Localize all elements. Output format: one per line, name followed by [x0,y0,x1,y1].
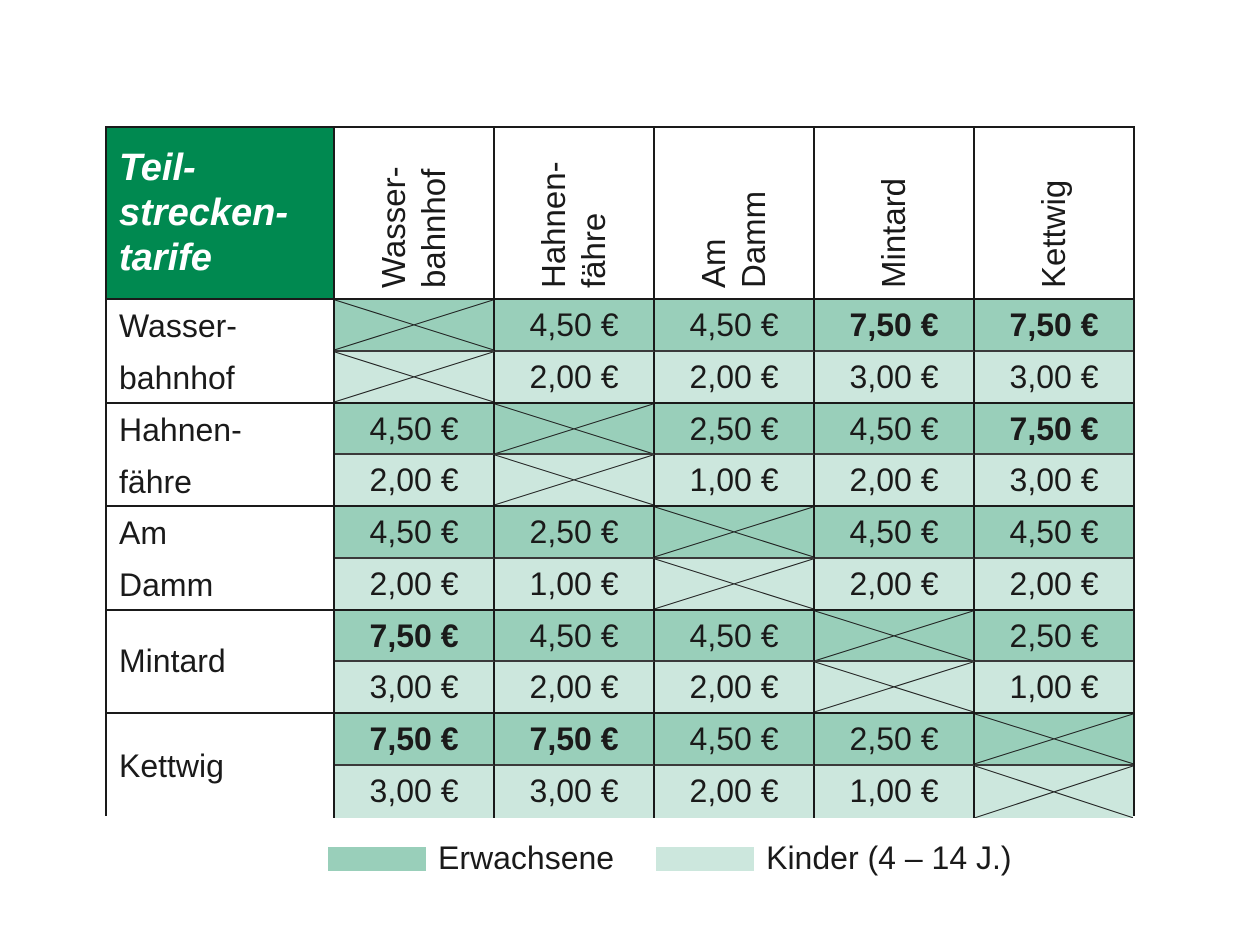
fare-cell: 2,50 € [495,507,655,559]
empty-cell [335,351,495,404]
cross-icon [495,404,653,454]
fare-cell: 4,50 € [815,403,975,456]
fare-cell: 2,00 € [815,558,975,611]
cross-icon [815,611,973,661]
fare-cell: 7,50 € [815,300,975,352]
legend: Erwachsene Kinder (4 – 14 J.) [328,840,1054,877]
cross-icon [975,714,1133,764]
row-header: Hahnen-fähre [107,403,335,507]
column-label: Wasser-bahnhof [375,166,452,288]
fare-cell: 4,50 € [335,403,495,456]
cross-icon [975,766,1133,818]
fare-cell: 3,00 € [335,765,495,818]
adult-swatch [328,846,426,871]
empty-cell [495,403,655,456]
child-swatch [656,846,755,871]
column-header: Mintard [815,128,975,300]
fare-cell: 2,00 € [655,662,815,714]
legend-label: Kinder (4 – 14 J.) [766,840,1012,876]
title-line: tarife [119,237,212,279]
fare-cell: 2,00 € [815,455,975,507]
empty-cell [975,714,1133,766]
empty-cell [335,300,495,352]
row-header: Mintard [107,610,335,714]
empty-cell [815,662,975,714]
empty-cell [975,765,1133,818]
fare-cell: 2,00 € [655,765,815,818]
empty-cell [655,507,815,559]
cross-icon [335,300,493,350]
legend-label: Erwachsene [438,840,615,876]
fare-cell: 4,50 € [655,610,815,663]
fare-cell: 7,50 € [975,403,1133,456]
column-label: Am Damm [695,190,772,288]
fare-cell: 7,50 € [335,610,495,663]
fare-cell: 4,50 € [655,714,815,766]
fare-cell: 2,50 € [975,610,1133,663]
fare-cell: 7,50 € [975,300,1133,352]
fare-cell: 7,50 € [335,714,495,766]
empty-cell [815,610,975,663]
fare-cell: 4,50 € [495,610,655,663]
cross-icon [335,352,493,402]
fare-cell: 3,00 € [975,351,1133,404]
fare-cell: 4,50 € [975,507,1133,559]
fare-cell: 4,50 € [335,507,495,559]
fare-cell: 1,00 € [815,765,975,818]
fare-cell: 2,00 € [975,558,1133,611]
cross-icon [815,662,973,712]
row-header: Am Damm [107,507,335,611]
column-label: Hahnen-fähre [535,161,612,288]
fare-cell: 2,00 € [655,351,815,404]
fare-cell: 4,50 € [495,300,655,352]
fare-cell: 7,50 € [495,714,655,766]
row-header: Kettwig [107,714,335,818]
fare-cell: 2,50 € [815,714,975,766]
row-header: Wasser-bahnhof [107,300,335,404]
fare-cell: 2,00 € [335,455,495,507]
cross-icon [655,559,813,609]
fare-cell: 3,00 € [975,455,1133,507]
column-header: Am Damm [655,128,815,300]
fare-cell: 1,00 € [975,662,1133,714]
fare-cell: 3,00 € [495,765,655,818]
fare-cell: 2,00 € [335,558,495,611]
title-line: strecken- [119,192,288,234]
column-header: Kettwig [975,128,1133,300]
empty-cell [495,455,655,507]
fare-table: Teil- strecken- tarife Wasser-bahnhof Hah… [105,126,1135,818]
fare-cell: 2,00 € [495,662,655,714]
fare-cell: 4,50 € [655,300,815,352]
fare-cell: 4,50 € [815,507,975,559]
title-line: Teil- [119,147,196,189]
fare-cell: 3,00 € [335,662,495,714]
legend-adult: Erwachsene [328,840,614,877]
fare-cell: 2,50 € [655,403,815,456]
column-header: Wasser-bahnhof [335,128,495,300]
cross-icon [655,507,813,557]
column-header: Hahnen-fähre [495,128,655,300]
cross-icon [495,455,653,505]
fare-cell: 1,00 € [495,558,655,611]
table-title: Teil- strecken- tarife [107,128,335,300]
fare-cell: 1,00 € [655,455,815,507]
empty-cell [655,558,815,611]
fare-cell: 2,00 € [495,351,655,404]
fare-cell: 3,00 € [815,351,975,404]
column-label: Kettwig [1035,179,1072,288]
legend-child: Kinder (4 – 14 J.) [656,840,1012,877]
column-label: Mintard [875,177,912,288]
